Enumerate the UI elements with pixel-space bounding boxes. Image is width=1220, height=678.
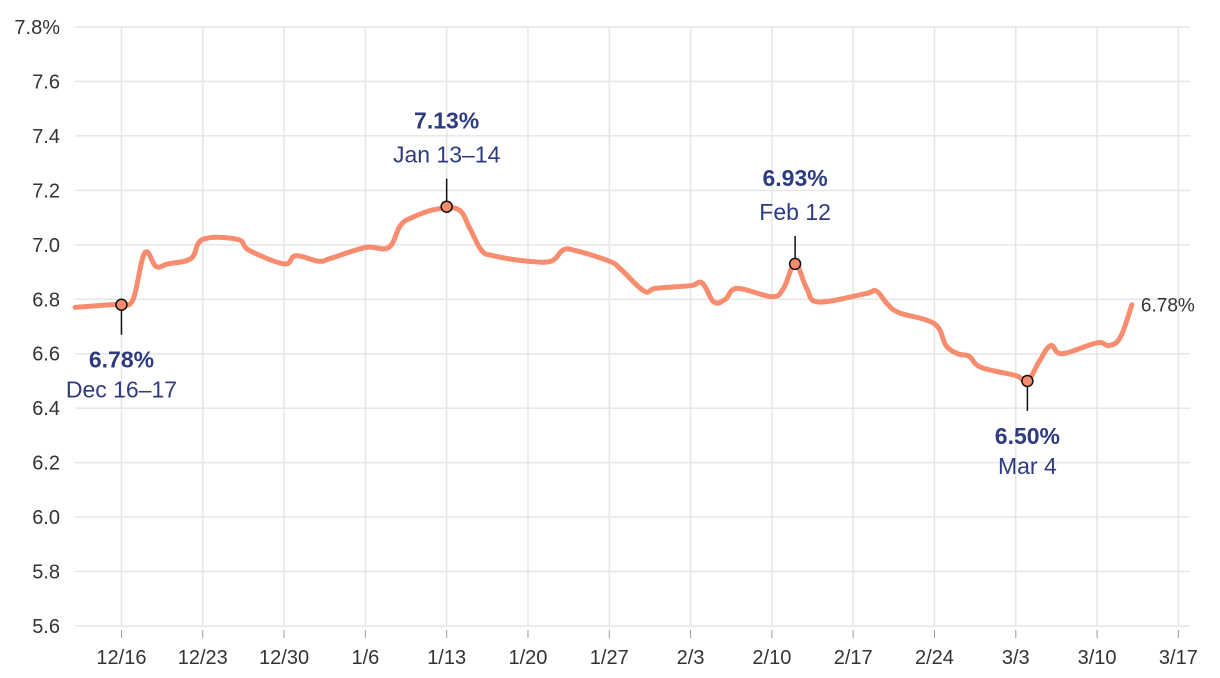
x-tick-label: 1/13: [427, 647, 466, 669]
annotation-value: 6.93%: [762, 165, 827, 191]
y-tick-label: 6.2: [32, 453, 60, 475]
annotation-point: [788, 257, 802, 271]
x-tick-label: 2/17: [834, 647, 873, 669]
annotations: 6.78% Dec 16–17 7.13% Jan 13–14 6.93% Feb 12 6…: [66, 108, 1060, 479]
y-tick-label: 7.0: [32, 235, 60, 257]
x-tick-label: 1/27: [590, 647, 629, 669]
x-tick-label: 2/24: [915, 647, 954, 669]
annotation-point: [1021, 374, 1034, 388]
x-tick-label: 1/20: [509, 647, 548, 669]
y-tick-label: 6.0: [32, 507, 60, 529]
x-tick-label: 2/3: [677, 647, 705, 669]
y-tick-label: 7.6: [32, 71, 60, 93]
y-tick-label: 6.4: [32, 398, 60, 420]
gridlines: [75, 26, 1190, 627]
x-tick-label: 3/17: [1159, 647, 1198, 669]
y-axis-tick-labels: 5.6 5.8 6.0 6.2 6.4 6.6 6.8 7.0 7.2 7.4 7.6 7.8%: [14, 17, 60, 638]
y-tick-label: 6.8: [32, 289, 60, 311]
x-tick-label: 12/16: [96, 647, 146, 669]
annotation-label: Dec 16–17: [66, 377, 177, 403]
y-tick-label: 5.8: [32, 562, 60, 584]
y-tick-label: 7.8%: [14, 17, 60, 39]
annotation-point: [440, 200, 453, 213]
y-tick-label: 7.2: [32, 180, 60, 202]
x-tick-label: 12/23: [178, 647, 228, 669]
annotation-point: [115, 298, 128, 311]
annotation-value: 6.78%: [89, 347, 154, 373]
annotation-value: 7.13%: [414, 108, 479, 134]
annotation-value: 6.50%: [995, 423, 1060, 449]
x-tick-label: 2/10: [752, 647, 791, 669]
end-value-label: 6.78%: [1141, 296, 1195, 317]
annotation-label: Jan 13–14: [393, 142, 501, 168]
rate-series-line: [72, 205, 1135, 385]
x-tick-label: 3/10: [1078, 647, 1117, 669]
x-tick-label: 1/6: [351, 647, 379, 669]
x-axis-tick-labels: 12/16 12/23 12/30 1/6 1/13 1/20 1/27 2/3 2/10 2/1…: [96, 647, 1197, 669]
y-tick-label: 5.6: [32, 616, 60, 638]
axis-ticks: [120, 630, 1179, 638]
annotation-label: Mar 4: [998, 453, 1057, 479]
x-tick-label: 12/30: [259, 647, 309, 669]
annotation-label: Feb 12: [759, 199, 831, 225]
y-tick-label: 6.6: [32, 344, 60, 366]
y-tick-label: 7.4: [32, 126, 60, 148]
x-tick-label: 3/3: [1002, 647, 1030, 669]
